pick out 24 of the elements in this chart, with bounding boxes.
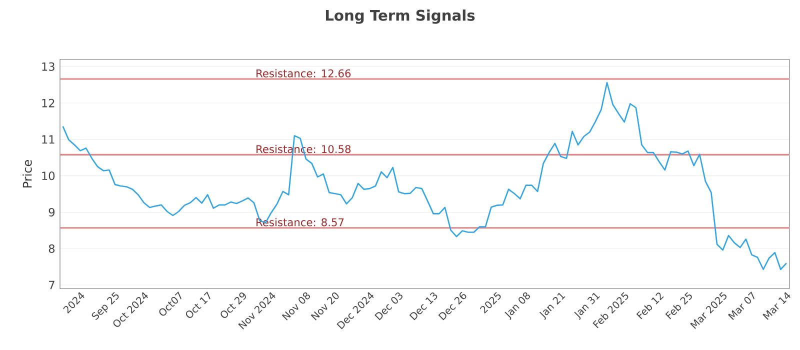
x-tick-label: Feb 12 [636, 292, 664, 320]
x-tick-label: Sep 25 [92, 292, 119, 320]
y-tick-label: 7 [49, 280, 54, 290]
chart-title: Long Term Signals [326, 10, 475, 24]
x-tick-label: Dec 26 [438, 292, 466, 320]
x-tick-label: Dec 03 [374, 292, 402, 320]
y-tick-label: 12 [42, 98, 54, 108]
line-series [62, 82, 788, 270]
x-tick-label: Jan 21 [539, 292, 566, 320]
y-tick-label: 8 [48, 244, 55, 253]
x-tick-label: Feb 25 [665, 292, 692, 320]
x-tick-label: Dec 13 [409, 292, 438, 320]
y-tick-label: 11 [42, 135, 54, 144]
y-tick-label: 10 [42, 172, 55, 180]
ref-line-label: Resistance: 8.57 [256, 218, 344, 226]
y-tick-label: 13 [42, 62, 54, 71]
x-tick-label: Mar 07 [728, 292, 754, 320]
x-tick-label: Jan 08 [504, 292, 530, 320]
x-tick-label: Oct 29 [220, 292, 246, 318]
ref-line-label: Resistance: 12.66 [256, 69, 351, 78]
y-tick-label: 9 [48, 208, 55, 216]
y-axis-title: Price [22, 160, 32, 188]
x-tick-label: Mar 14 [762, 292, 790, 320]
x-tick-label: Oct 17 [186, 292, 210, 318]
